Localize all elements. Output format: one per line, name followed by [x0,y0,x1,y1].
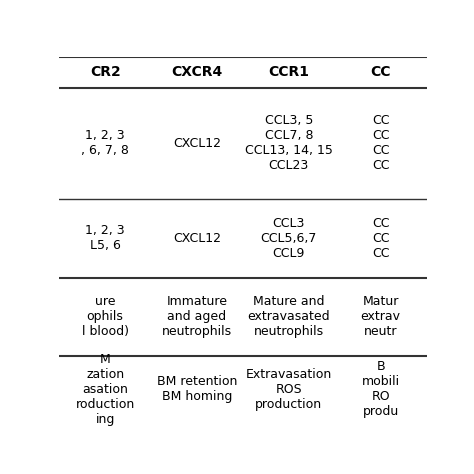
Text: CCR1: CCR1 [268,65,310,79]
Text: B
mobili
RO
produ: B mobili RO produ [362,360,400,418]
Text: BM retention
BM homing: BM retention BM homing [157,375,237,403]
Text: CC
CC
CC: CC CC CC [372,217,390,260]
Text: CCL3
CCL5,6,7
CCL9: CCL3 CCL5,6,7 CCL9 [261,217,317,260]
Text: 1, 2, 3
L5, 6: 1, 2, 3 L5, 6 [85,225,125,253]
Text: CXCL12: CXCL12 [173,232,221,245]
Text: CCL3, 5
CCL7, 8
CCL13, 14, 15
CCL23: CCL3, 5 CCL7, 8 CCL13, 14, 15 CCL23 [245,114,333,173]
Text: CC: CC [371,65,391,79]
Text: M
zation
asation
roduction
ing: M zation asation roduction ing [75,353,135,426]
Text: Immature
and aged
neutrophils: Immature and aged neutrophils [162,295,232,338]
Text: ure
ophils
l blood): ure ophils l blood) [82,295,128,338]
Text: 1, 2, 3
, 6, 7, 8: 1, 2, 3 , 6, 7, 8 [81,129,129,157]
Text: Extravasation
ROS
production: Extravasation ROS production [246,367,332,410]
Text: CXCR4: CXCR4 [172,65,223,79]
Text: CR2: CR2 [90,65,120,79]
Text: Matur
extrav
neutr: Matur extrav neutr [361,295,401,338]
Text: CC
CC
CC
CC: CC CC CC CC [372,114,390,173]
Text: Mature and
extravasated
neutrophils: Mature and extravasated neutrophils [247,295,330,338]
Text: CXCL12: CXCL12 [173,137,221,150]
